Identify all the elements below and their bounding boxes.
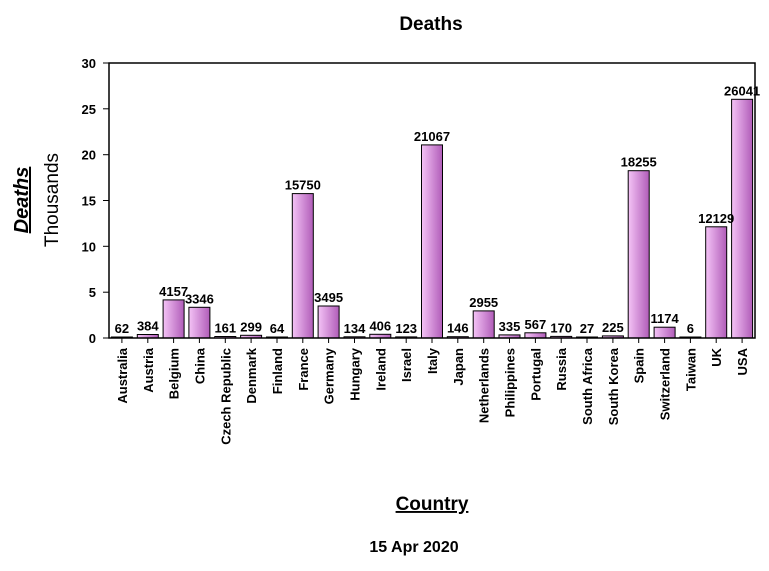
value-label-24: 26041 (724, 83, 760, 98)
category-label-3: China (192, 347, 207, 384)
category-label-10: Ireland (373, 348, 388, 391)
category-label-17: Russia (554, 347, 569, 390)
value-label-14: 2955 (469, 295, 498, 310)
category-label-22: Taiwan (683, 348, 698, 391)
bar-14 (472, 310, 495, 339)
y-tick-label-2: 10 (82, 239, 96, 254)
value-label-6: 64 (270, 321, 285, 336)
category-label-5: Denmark (244, 347, 259, 403)
y-tick-label-4: 20 (82, 148, 96, 163)
category-label-2: Belgium (167, 348, 182, 399)
value-label-4: 161 (214, 321, 236, 336)
value-label-2: 4157 (159, 284, 188, 299)
value-label-9: 134 (344, 321, 366, 336)
value-label-1: 384 (137, 319, 159, 334)
value-label-5: 299 (240, 319, 262, 334)
bar-24 (731, 98, 754, 339)
category-label-9: Hungary (348, 347, 363, 401)
y-tick-label-0: 0 (89, 331, 96, 346)
category-label-11: Israel (399, 348, 414, 382)
value-label-11: 123 (395, 321, 417, 336)
category-label-21: Switzerland (658, 348, 673, 420)
category-label-6: Finland (270, 348, 285, 394)
value-label-16: 567 (525, 317, 547, 332)
bars-layer (110, 98, 754, 339)
value-label-3: 3346 (185, 291, 214, 306)
bar-21 (653, 326, 676, 339)
y-axis: 0 5 10 15 20 25 30 (82, 56, 109, 346)
y-tick-label-1: 5 (89, 285, 96, 300)
bar-16 (524, 332, 547, 339)
bar-3 (188, 306, 211, 339)
value-label-10: 406 (369, 318, 391, 333)
value-label-21: 1174 (650, 311, 679, 326)
category-label-0: Australia (115, 347, 130, 403)
value-label-13: 146 (447, 321, 469, 336)
chart-title: Deaths (399, 14, 462, 35)
value-label-19: 225 (602, 320, 624, 335)
bar-23 (705, 226, 728, 339)
value-label-15: 335 (499, 319, 521, 334)
value-label-23: 12129 (698, 211, 734, 226)
bar-8 (317, 305, 340, 339)
category-label-20: Spain (632, 348, 647, 383)
category-label-15: Philippines (503, 348, 518, 417)
value-label-8: 3495 (314, 290, 343, 305)
y-axis-unit: Thousands (42, 153, 63, 247)
category-label-23: UK (709, 347, 724, 366)
category-label-13: Japan (451, 348, 466, 386)
category-label-4: Czech Republic (218, 348, 233, 445)
x-axis: Australia Austria Belgium China Czech Republ… (115, 338, 750, 445)
category-label-24: USA (735, 347, 750, 375)
category-label-12: Italy (425, 347, 440, 374)
category-label-14: Netherlands (477, 348, 492, 423)
value-label-0: 62 (115, 321, 129, 336)
x-axis-label: Country (396, 494, 469, 515)
category-label-18: South Africa (580, 347, 595, 425)
category-label-1: Austria (141, 347, 156, 393)
bar-2 (162, 299, 185, 339)
category-label-16: Portugal (528, 348, 543, 401)
value-label-20: 18255 (621, 155, 657, 170)
bar-20 (627, 170, 650, 339)
date-caption: 15 Apr 2020 (369, 539, 458, 556)
value-label-12: 21067 (414, 129, 450, 144)
y-tick-label-6: 30 (82, 56, 96, 71)
value-label-7: 15750 (285, 178, 321, 193)
category-label-8: Germany (322, 347, 337, 404)
bar-7 (291, 193, 314, 339)
value-label-17: 170 (550, 320, 572, 335)
y-axis-label: Deaths (11, 167, 33, 234)
bar-12 (421, 144, 443, 339)
value-label-18: 27 (580, 321, 594, 336)
category-label-19: South Korea (606, 347, 621, 425)
category-label-7: France (296, 348, 311, 391)
y-tick-label-3: 15 (82, 194, 96, 209)
y-tick-label-5: 25 (82, 102, 96, 117)
value-label-22: 6 (687, 321, 694, 336)
